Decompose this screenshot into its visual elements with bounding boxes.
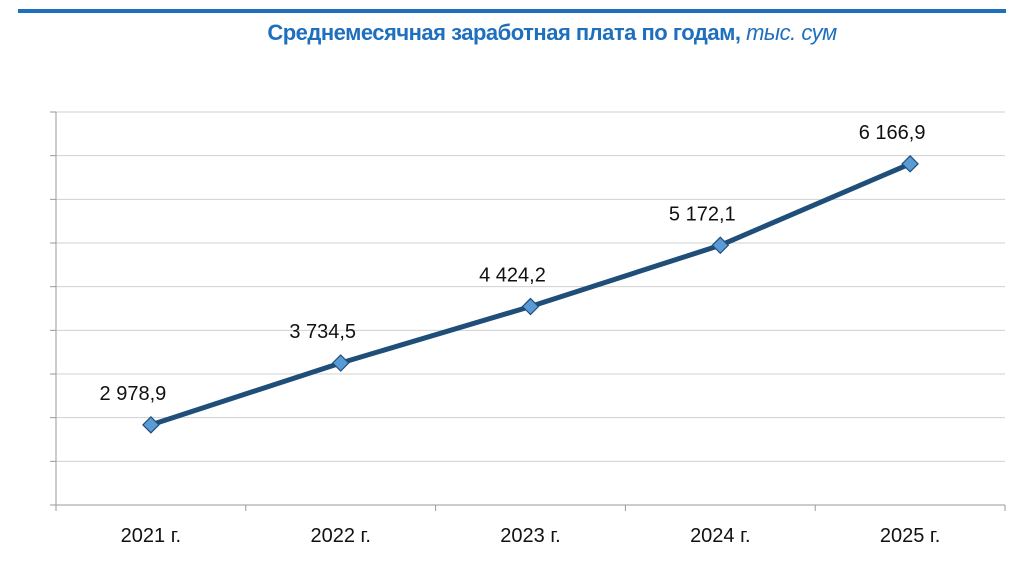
data-point-marker (711, 236, 730, 255)
data-label: 5 172,1 (669, 203, 736, 225)
series-line (148, 161, 913, 428)
data-point-marker (521, 297, 540, 316)
chart-title-unit: тыс. сум (746, 20, 837, 45)
x-tick-label: 2024 г. (690, 525, 750, 547)
data-label: 2 978,9 (100, 383, 167, 405)
markers (142, 154, 919, 434)
x-tick-labels: 2021 г. 2022 г. 2023 г. 2024 г. 2025 г. (121, 525, 941, 547)
data-point-marker (142, 416, 160, 434)
gridlines (50, 111, 1005, 462)
data-label: 3 734,5 (289, 321, 356, 343)
data-label: 6 166,9 (859, 122, 926, 144)
axes (50, 112, 1006, 511)
chart-title: Среднемесячная заработная плата по годам… (0, 20, 1024, 46)
data-label: 4 424,2 (479, 265, 546, 287)
data-point-marker (331, 354, 350, 372)
chart-title-main: Среднемесячная заработная плата по годам… (267, 20, 741, 45)
data-labels: 2 978,9 3 734,5 4 424,2 5 172,1 6 166,9 (100, 122, 926, 405)
series-polyline (148, 161, 913, 428)
x-tick-label: 2021 г. (121, 525, 181, 547)
x-tick-label: 2022 г. (310, 525, 370, 547)
data-point-marker (901, 154, 919, 173)
top-rule (18, 9, 1006, 13)
x-tick-label: 2025 г. (880, 525, 940, 547)
x-tick-label: 2023 г. (500, 525, 560, 547)
